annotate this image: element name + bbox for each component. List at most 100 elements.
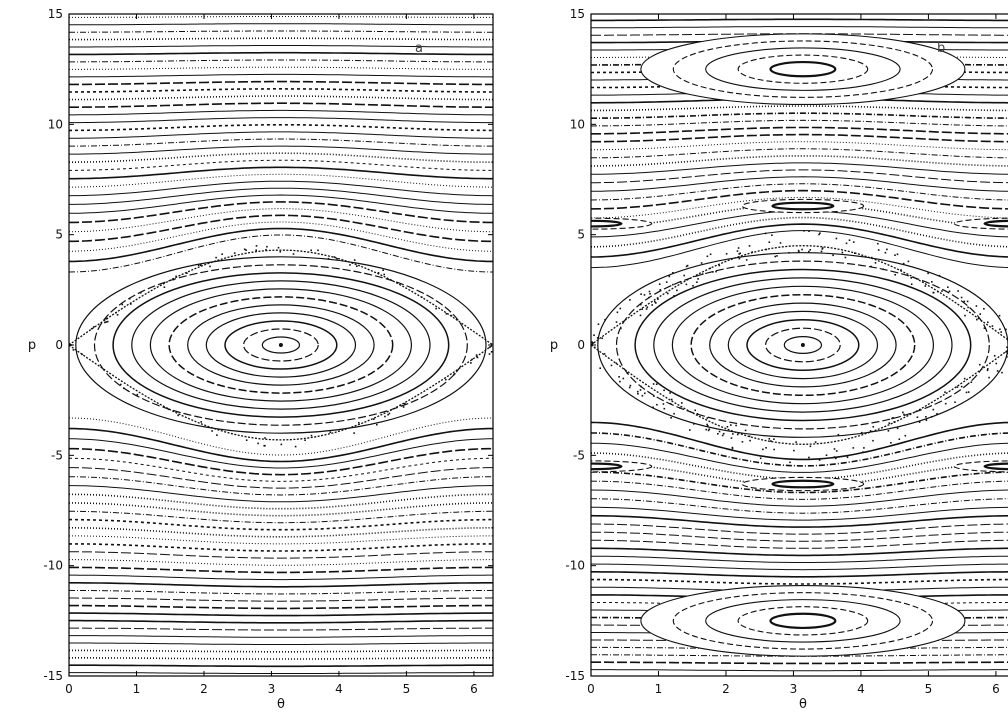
rotational-orbit — [591, 189, 1008, 210]
chaotic-point — [402, 406, 405, 408]
rotational-orbit — [69, 597, 493, 602]
y-tick-label: -10 — [43, 559, 63, 573]
chaotic-point — [931, 281, 933, 283]
rotational-orbit — [69, 467, 493, 489]
rotational-orbit — [69, 173, 493, 188]
chaotic-point — [998, 314, 1001, 317]
chaotic-point — [90, 327, 93, 330]
chaotic-point — [106, 320, 109, 323]
rotational-orbit — [69, 45, 493, 48]
rotational-orbit — [591, 489, 1008, 507]
librational-orbit — [671, 285, 934, 405]
chaotic-point — [435, 307, 437, 310]
rotational-orbit — [69, 574, 493, 581]
chaotic-point — [693, 423, 695, 425]
chaotic-point — [888, 422, 891, 424]
chaotic-point — [837, 433, 840, 436]
rotational-orbit — [591, 183, 1008, 201]
chaotic-point — [877, 249, 880, 251]
chaotic-point — [1006, 356, 1008, 358]
rotational-orbit — [591, 480, 1008, 500]
chaotic-point — [81, 353, 83, 356]
chaotic-point — [656, 403, 658, 406]
chaotic-point — [649, 293, 651, 295]
chaotic-point — [604, 318, 606, 321]
chaotic-point — [470, 362, 472, 364]
rotational-orbit — [69, 493, 493, 510]
x-tick-label: 3 — [268, 682, 276, 696]
y-tick-label: -15 — [565, 669, 585, 683]
resonance-island-orbit — [591, 219, 623, 228]
librational-orbit — [634, 268, 972, 422]
chaotic-point — [967, 391, 970, 393]
chaotic-point — [349, 264, 351, 266]
rotational-orbit — [69, 124, 493, 132]
chaotic-point — [891, 417, 893, 420]
chaotic-point — [715, 270, 717, 273]
chaotic-point — [910, 277, 912, 279]
chaotic-point — [718, 430, 721, 433]
chaotic-point — [809, 445, 812, 448]
chaotic-point — [808, 456, 810, 459]
chaotic-point — [388, 412, 391, 415]
chaotic-point — [872, 426, 875, 428]
chaotic-point — [894, 274, 896, 276]
chaotic-point — [707, 425, 709, 427]
chaotic-point — [932, 291, 935, 294]
chaotic-point — [762, 448, 764, 451]
rotational-orbit — [591, 442, 1008, 473]
chaotic-point — [821, 248, 824, 250]
y-tick-label: -5 — [51, 448, 63, 462]
chaotic-point — [696, 413, 699, 415]
librational-orbit — [187, 304, 375, 386]
chaotic-point — [745, 259, 748, 261]
chaotic-point — [655, 383, 658, 385]
chaotic-point — [979, 313, 981, 315]
chaotic-point — [999, 328, 1001, 331]
chaotic-point — [358, 422, 360, 424]
island-background — [640, 33, 965, 105]
chaotic-point — [798, 250, 800, 253]
rotational-orbit — [69, 657, 493, 660]
chaotic-point — [706, 255, 709, 258]
chaotic-point — [69, 343, 71, 345]
plot-area — [591, 18, 1008, 672]
chaotic-point — [735, 424, 737, 427]
chaotic-point — [329, 431, 332, 433]
chaotic-point — [896, 427, 899, 430]
chaotic-point — [615, 362, 618, 365]
chaotic-point — [659, 289, 662, 291]
chaotic-point — [279, 250, 282, 253]
chaotic-point — [382, 269, 384, 271]
rotational-orbit — [69, 447, 493, 476]
chaotic-point — [730, 424, 732, 426]
chaotic-point — [870, 256, 873, 259]
resonance-island-orbit — [591, 462, 623, 471]
resonance-island-orbit — [771, 201, 835, 211]
chaotic-point — [310, 249, 312, 252]
rotational-orbit — [69, 227, 493, 263]
chaotic-point — [894, 254, 896, 256]
chaotic-point — [216, 434, 218, 436]
chaotic-point — [773, 448, 775, 451]
y-tick-label: -15 — [43, 669, 63, 683]
chaotic-point — [738, 253, 740, 255]
rotational-orbit — [591, 523, 1008, 535]
rotational-orbit — [591, 105, 1008, 112]
rotational-orbit — [69, 180, 493, 197]
resonance-island-orbit — [983, 462, 1008, 471]
chaotic-point — [116, 314, 119, 316]
chaotic-point — [648, 290, 651, 293]
rotational-orbit — [69, 559, 493, 566]
chaotic-point — [106, 317, 108, 320]
chaotic-point — [748, 245, 751, 247]
chaotic-point — [707, 429, 710, 432]
chaotic-point — [793, 449, 795, 452]
chaotic-point — [954, 401, 956, 403]
rotational-orbit — [591, 547, 1008, 557]
chaotic-point — [697, 278, 699, 280]
chaotic-point — [941, 290, 943, 292]
chaotic-point — [327, 257, 330, 260]
chaotic-point — [900, 269, 902, 271]
chaotic-point — [620, 327, 622, 330]
